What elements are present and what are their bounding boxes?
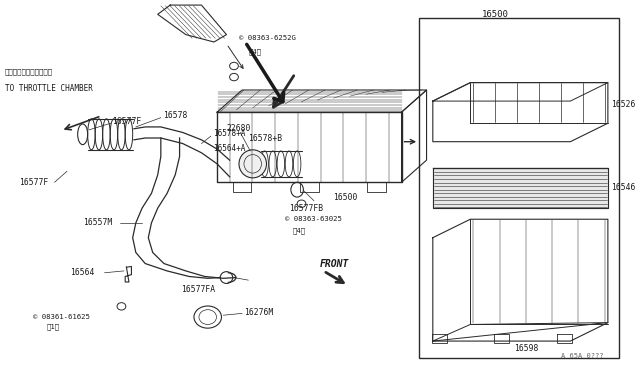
Text: © 08361-61625: © 08361-61625	[33, 314, 90, 320]
Text: 16598: 16598	[514, 344, 538, 353]
Text: 16578+A: 16578+A	[212, 129, 245, 138]
Text: 16276M: 16276M	[244, 308, 273, 317]
Text: スロットルチャンバーヘ: スロットルチャンバーヘ	[4, 68, 52, 75]
Bar	[419, 18, 619, 358]
Text: 16500: 16500	[482, 10, 509, 19]
Text: 16526: 16526	[611, 100, 636, 109]
Text: 16578: 16578	[163, 110, 187, 120]
Text: 16577F: 16577F	[112, 117, 141, 126]
Text: 16577FA: 16577FA	[182, 285, 216, 294]
Text: TO THROTTLE CHAMBER: TO THROTTLE CHAMBER	[4, 84, 92, 93]
Text: 16577FB: 16577FB	[289, 203, 323, 213]
Text: © 08363-63025: © 08363-63025	[285, 216, 342, 222]
Text: 16578+B: 16578+B	[248, 134, 282, 142]
Text: 16564+A: 16564+A	[212, 144, 245, 153]
Ellipse shape	[239, 150, 266, 178]
Text: 16577F: 16577F	[19, 178, 48, 187]
Text: © 08363-6252G: © 08363-6252G	[239, 35, 296, 41]
Text: 16557M: 16557M	[83, 218, 112, 227]
Text: 16564: 16564	[70, 268, 95, 277]
Text: 16500: 16500	[333, 193, 357, 202]
Text: （4）: （4）	[248, 48, 262, 55]
Text: FRONT: FRONT	[320, 259, 349, 269]
Text: 22680: 22680	[227, 124, 251, 133]
Text: （4）: （4）	[292, 227, 305, 234]
Polygon shape	[433, 167, 608, 208]
Text: A 65A 0???: A 65A 0???	[561, 353, 604, 359]
Text: 16546: 16546	[611, 183, 636, 192]
Text: （1）: （1）	[47, 324, 60, 330]
